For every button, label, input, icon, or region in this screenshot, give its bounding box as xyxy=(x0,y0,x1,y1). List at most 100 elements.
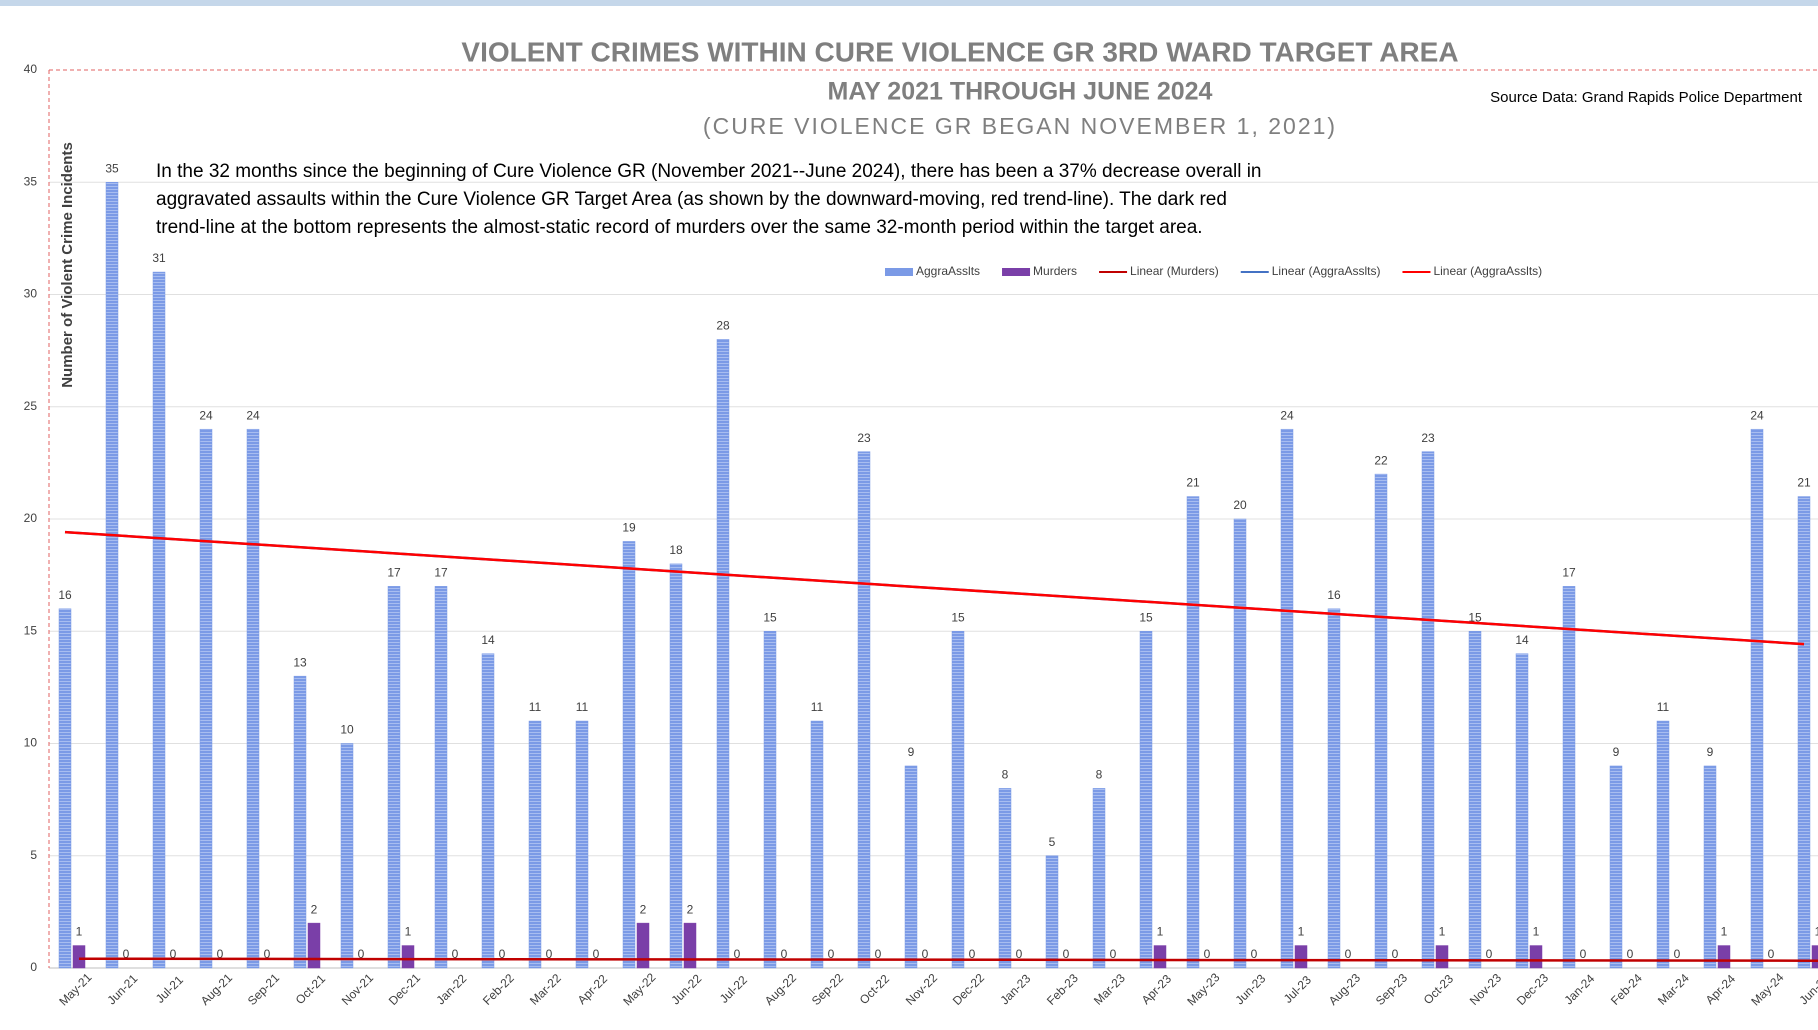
data-label: 0 xyxy=(358,947,365,961)
x-tick-label: Feb-24 xyxy=(1608,971,1645,1008)
data-label: 0 xyxy=(1486,947,1493,961)
x-tick-label: Nov-22 xyxy=(903,971,940,1008)
data-label: 15 xyxy=(1139,610,1153,624)
x-tick-label: May-24 xyxy=(1748,970,1786,1008)
data-label: 21 xyxy=(1797,476,1811,490)
data-label: 0 xyxy=(875,947,882,961)
x-tick-label: Aug-23 xyxy=(1326,971,1363,1008)
x-tick-label: Jan-24 xyxy=(1561,971,1597,1007)
data-label: 18 xyxy=(669,543,683,557)
bar xyxy=(575,720,589,969)
bar xyxy=(636,922,650,969)
data-label: 1 xyxy=(1721,925,1728,939)
data-label: 15 xyxy=(1468,610,1482,624)
x-tick-label: Mar-22 xyxy=(527,971,564,1008)
x-tick-label: Apr-24 xyxy=(1703,972,1739,1008)
data-label: 1 xyxy=(76,925,83,939)
bar xyxy=(1468,631,1482,969)
data-label: 0 xyxy=(170,947,177,961)
data-label: 0 xyxy=(1063,947,1070,961)
bar xyxy=(340,743,354,969)
data-label: 17 xyxy=(434,566,448,580)
bar xyxy=(1045,855,1059,969)
bar xyxy=(669,563,683,969)
bar xyxy=(401,945,415,969)
data-label: 16 xyxy=(58,588,72,602)
x-tick-label: Apr-23 xyxy=(1139,972,1175,1008)
bar xyxy=(1327,608,1341,969)
bar xyxy=(998,788,1012,969)
bar xyxy=(904,765,918,969)
data-label: 13 xyxy=(293,655,307,669)
data-label: 17 xyxy=(387,566,401,580)
x-tick-label: Aug-21 xyxy=(198,971,235,1008)
data-label: 0 xyxy=(264,947,271,961)
data-label: 1 xyxy=(1533,925,1540,939)
legend-label: Linear (AggraAsslts) xyxy=(1433,264,1542,278)
data-label: 0 xyxy=(1251,947,1258,961)
data-label: 0 xyxy=(546,947,553,961)
data-label: 1 xyxy=(405,925,412,939)
x-tick-label: Oct-21 xyxy=(293,972,329,1008)
annotation: trend-line at the bottom represents the … xyxy=(156,217,1203,238)
annotation: aggravated assaults within the Cure Viol… xyxy=(156,189,1227,210)
bar xyxy=(1703,765,1717,969)
data-label: 14 xyxy=(1515,633,1529,647)
bar xyxy=(810,720,824,969)
legend-label: Murders xyxy=(1033,264,1077,278)
data-label: 1 xyxy=(1298,925,1305,939)
x-tick-label: Feb-22 xyxy=(480,971,517,1008)
data-label: 1 xyxy=(1815,925,1818,939)
x-tick-label: Dec-21 xyxy=(386,971,423,1008)
bar xyxy=(951,631,965,969)
data-label: 22 xyxy=(1374,453,1388,467)
x-tick-label: Jun-21 xyxy=(104,971,140,1007)
x-tick-label: Sep-23 xyxy=(1373,971,1410,1008)
data-label: 0 xyxy=(593,947,600,961)
data-label: 0 xyxy=(1110,947,1117,961)
x-tick-label: Apr-22 xyxy=(575,972,611,1008)
x-tick-label: Sep-22 xyxy=(809,971,846,1008)
bar xyxy=(246,428,260,969)
chart-subtitle: MAY 2021 THROUGH JUNE 2024 xyxy=(828,78,1213,106)
bar xyxy=(1421,451,1435,969)
data-label: 19 xyxy=(622,521,636,535)
y-axis-label: Number of Violent Crime Incidents xyxy=(59,142,76,388)
x-tick-label: Mar-23 xyxy=(1091,971,1128,1008)
bar xyxy=(105,182,119,969)
bar xyxy=(307,922,321,969)
source: Source Data: Grand Rapids Police Departm… xyxy=(1490,89,1803,106)
y-tick-label: 35 xyxy=(24,174,38,188)
bar xyxy=(1609,765,1623,969)
x-tick-label: Jun-23 xyxy=(1232,971,1268,1007)
x-tick-label: Jul-22 xyxy=(717,973,750,1006)
data-label: 0 xyxy=(123,947,130,961)
bar xyxy=(434,586,448,969)
bar xyxy=(1811,945,1818,969)
data-label: 0 xyxy=(499,947,506,961)
y-tick-label: 40 xyxy=(24,62,38,76)
chart-subtitle: (CURE VIOLENCE GR BEGAN NOVEMBER 1, 2021… xyxy=(703,113,1337,139)
data-label: 0 xyxy=(1674,947,1681,961)
legend-label: AggraAsslts xyxy=(916,264,980,278)
annotation: In the 32 months since the beginning of … xyxy=(156,161,1262,182)
bar xyxy=(1294,945,1308,969)
trend-line xyxy=(64,530,1805,646)
data-label: 2 xyxy=(640,902,647,916)
data-label: 2 xyxy=(311,902,318,916)
bar xyxy=(528,720,542,969)
x-tick-label: Oct-22 xyxy=(857,972,893,1008)
y-tick-label: 10 xyxy=(24,736,38,750)
x-tick-label: Dec-23 xyxy=(1514,971,1551,1008)
data-label: 28 xyxy=(716,319,730,333)
y-tick-label: 25 xyxy=(24,399,38,413)
data-label: 9 xyxy=(1707,745,1714,759)
x-tick-label: Oct-23 xyxy=(1421,972,1457,1008)
bar xyxy=(716,339,730,969)
bar xyxy=(1750,428,1764,969)
data-label: 11 xyxy=(529,700,542,714)
x-tick-label: Jul-21 xyxy=(153,973,186,1006)
bar xyxy=(1374,473,1388,969)
bar xyxy=(387,586,401,969)
legend-label: Linear (Murders) xyxy=(1130,264,1219,278)
